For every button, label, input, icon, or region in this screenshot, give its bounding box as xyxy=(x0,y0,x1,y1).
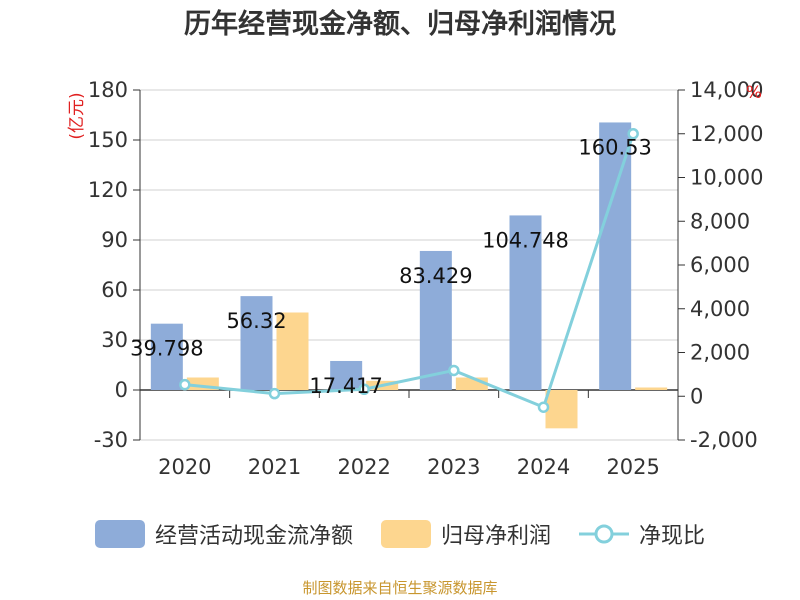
cash-flow-bar xyxy=(419,250,452,390)
right-axis-tick-label: 2,000 xyxy=(690,341,750,365)
x-axis-tick-label: 2025 xyxy=(606,455,659,479)
left-axis-unit: (亿元) xyxy=(67,92,87,139)
net-profit-bar xyxy=(545,390,578,429)
cash-flow-data-label: 39.798 xyxy=(130,337,203,361)
legend-item-ratio[interactable]: 净现比 xyxy=(579,518,705,550)
data-labels: 39.798 56.32 17.417 83.429 104.748 160.53 xyxy=(130,135,652,398)
cash-flow-data-label: 104.748 xyxy=(482,228,569,252)
net-profit-bar xyxy=(635,387,668,390)
x-axis-tick-label: 2024 xyxy=(517,455,570,479)
x-axis-tick-label: 2021 xyxy=(248,455,301,479)
axes: -30 0 30 60 90 120 150 180 -2,000 0 2,000 4,000 6,00… xyxy=(67,78,763,479)
x-axis-tick-label: 2023 xyxy=(427,455,480,479)
ratio-point xyxy=(179,378,191,391)
ratio-point xyxy=(537,401,550,413)
ratio-point xyxy=(358,383,370,395)
cash-flow-bar xyxy=(509,215,542,390)
legend-swatch-cash-flow xyxy=(94,520,145,548)
left-axis-tick-label: -30 xyxy=(94,428,128,452)
ratio-polyline xyxy=(184,133,635,410)
right-axis-unit: % xyxy=(746,83,762,103)
source-footer: 制图数据来自恒生聚源数据库 xyxy=(302,579,498,597)
left-axis-tick-label: 30 xyxy=(101,328,128,352)
right-axis-tick-label: 4,000 xyxy=(690,297,750,321)
cash-flow-bar xyxy=(330,360,363,390)
legend-label-cash-flow: 经营活动现金流净额 xyxy=(154,524,353,549)
cash-flow-bar xyxy=(240,296,273,390)
legend-swatch-ratio xyxy=(579,524,629,544)
cash-flow-data-label: 56.32 xyxy=(226,309,286,333)
ratio-point xyxy=(627,128,639,140)
left-axis-tick-label: 180 xyxy=(88,78,128,102)
x-axis-tick-label: 2022 xyxy=(337,455,390,479)
right-axis-tick-label: 14,000 xyxy=(690,78,763,102)
left-axis-tick-label: 120 xyxy=(88,178,128,202)
legend: 经营活动现金流净额 归母净利润 净现比 xyxy=(0,512,800,556)
left-axis-tick-label: 0 xyxy=(115,378,128,402)
cash-flow-data-label: 83.429 xyxy=(399,264,472,288)
legend-item-net-profit[interactable]: 归母净利润 xyxy=(380,518,551,550)
right-axis-tick-label: 12,000 xyxy=(690,122,763,146)
right-axis-tick-label: 0 xyxy=(690,384,703,408)
cash-flow-bar xyxy=(599,122,632,390)
cash-flow-bar xyxy=(150,323,183,390)
ratio-point xyxy=(268,387,281,400)
legend-swatch-net-profit xyxy=(380,520,431,548)
net-profit-bar xyxy=(276,312,309,390)
legend-label-net-profit: 归母净利润 xyxy=(440,524,551,549)
legend-item-cash-flow[interactable]: 经营活动现金流净额 xyxy=(94,518,353,550)
cash-flow-data-label: 17.417 xyxy=(309,374,382,398)
ratio-point xyxy=(448,364,460,377)
right-axis-tick-label: 6,000 xyxy=(690,253,750,277)
cash-flow-data-label: 160.53 xyxy=(578,135,651,159)
ratio-line xyxy=(179,128,639,413)
right-axis-tick-label: 10,000 xyxy=(690,166,763,190)
left-axis-tick-label: 60 xyxy=(101,278,128,302)
left-axis-tick-label: 150 xyxy=(88,128,128,152)
left-axis-tick-label: 90 xyxy=(101,228,128,252)
right-axis-tick-label: -2,000 xyxy=(690,428,758,452)
x-axis-tick-label: 2020 xyxy=(158,455,211,479)
legend-label-ratio: 净现比 xyxy=(639,524,706,549)
chart-title: 历年经营现金净额、归母净利润情况 xyxy=(184,9,616,40)
right-axis-tick-label: 8,000 xyxy=(690,209,750,233)
